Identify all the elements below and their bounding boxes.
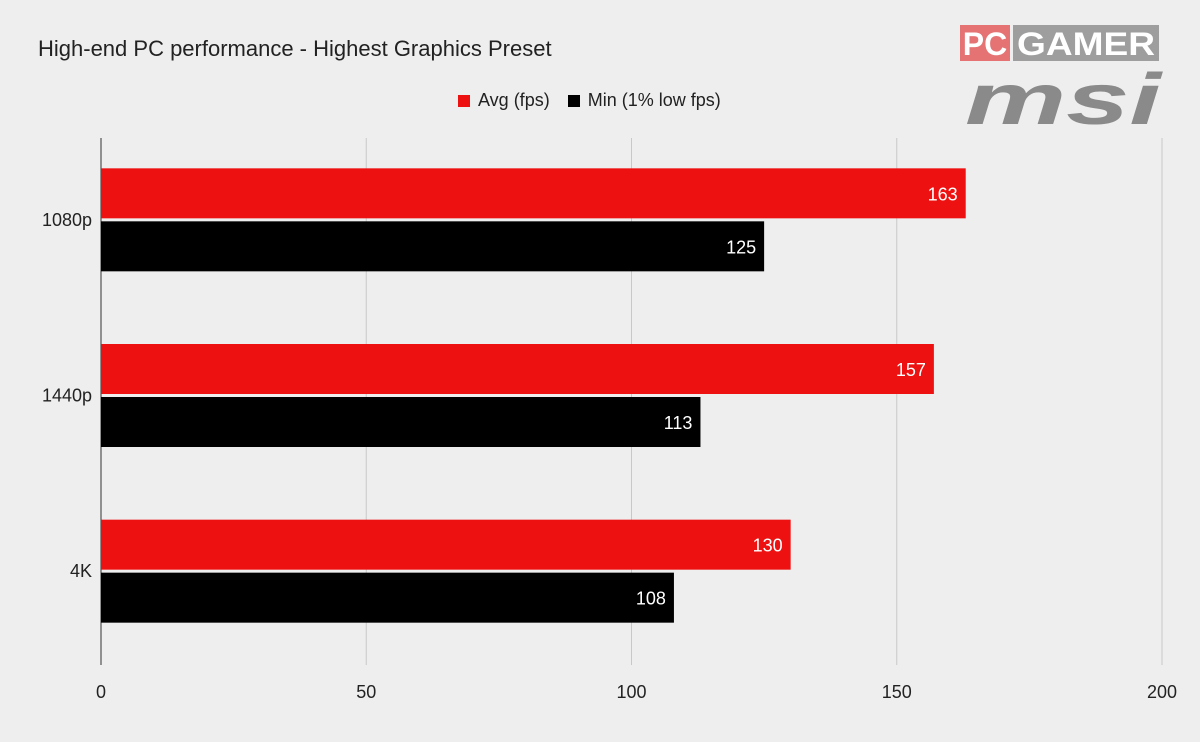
legend-swatch-min	[567, 94, 580, 107]
y-category-label: 4K	[70, 561, 92, 581]
bar-min	[101, 221, 765, 272]
svg-text:PC: PC	[963, 26, 1007, 62]
bar-avg	[101, 519, 791, 570]
svg-text:GAMER: GAMER	[1017, 26, 1155, 62]
svg-text:msi: msi	[965, 60, 1164, 130]
data-label: 157	[896, 360, 926, 380]
data-label: 113	[664, 413, 693, 433]
chart-legend: Avg (fps) Min (1% low fps)	[458, 90, 739, 111]
legend-swatch-avg	[458, 94, 470, 107]
y-category-label: 1440p	[42, 386, 92, 406]
bar-min	[101, 397, 701, 447]
data-label: 163	[928, 184, 958, 204]
x-tick-label: 150	[882, 682, 912, 702]
legend-item-avg: Avg (fps)	[458, 90, 550, 111]
pc-gamer-logo: PC GAMER	[960, 25, 1159, 62]
chart-title: High-end PC performance - Highest Graphi…	[38, 36, 552, 61]
legend-item-min: Min (1% low fps)	[567, 90, 721, 111]
legend-label-min: Min (1% low fps)	[587, 90, 721, 110]
y-category-label: 1080p	[42, 210, 92, 230]
bar-min	[101, 572, 674, 623]
data-label: 125	[726, 237, 756, 257]
legend-label-avg: Avg (fps)	[478, 90, 550, 110]
x-tick-label: 200	[1147, 682, 1177, 702]
x-tick-label: 0	[96, 682, 106, 702]
msi-logo: msi	[965, 60, 1164, 130]
x-tick-label: 50	[356, 682, 376, 702]
data-label: 108	[636, 589, 666, 609]
bar-avg	[101, 344, 934, 394]
brand-logo: PC GAMER msi	[960, 25, 1164, 130]
x-tick-label: 100	[616, 682, 646, 702]
data-label: 130	[753, 536, 783, 556]
bar-avg	[101, 168, 966, 219]
